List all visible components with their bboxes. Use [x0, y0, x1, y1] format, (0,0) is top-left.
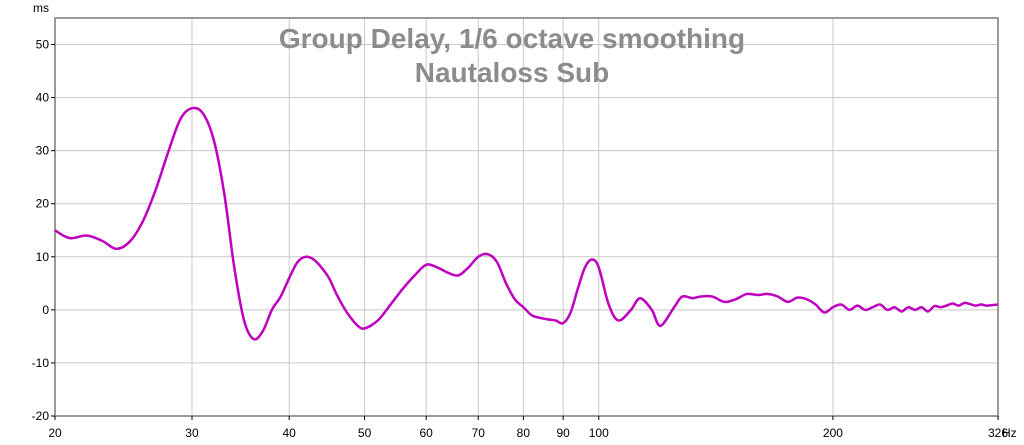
- chart-subtitle: Nautaloss Sub: [415, 57, 609, 88]
- x-tick-label: 90: [556, 426, 570, 440]
- x-axis-unit-label: Hz: [1002, 426, 1017, 440]
- x-tick-label: 70: [472, 426, 486, 440]
- x-tick-label: 30: [185, 426, 199, 440]
- y-tick-label: 20: [36, 197, 50, 211]
- group-delay-series-line: [54, 106, 999, 341]
- plot-area-frame: [54, 17, 999, 417]
- x-tick-label: 100: [589, 426, 609, 440]
- x-tick-label: 60: [419, 426, 433, 440]
- y-tick-labels: -20 -10 0 10 20 30 40 50: [32, 38, 55, 423]
- x-tick-label: 80: [517, 426, 531, 440]
- x-tick-label: 40: [283, 426, 297, 440]
- x-tick-label: 200: [823, 426, 843, 440]
- y-tick-label: 30: [36, 144, 50, 158]
- y-tick-label: 0: [42, 303, 49, 317]
- grid-lines: [55, 18, 998, 416]
- x-tick-label: 50: [358, 426, 372, 440]
- x-tick-label: 20: [48, 426, 62, 440]
- y-tick-label: -10: [32, 356, 50, 370]
- series-layer: [54, 106, 999, 341]
- chart-title: Group Delay, 1/6 octave smoothing: [279, 23, 745, 54]
- y-tick-label: 50: [36, 38, 50, 52]
- y-tick-label: 40: [36, 91, 50, 105]
- x-tick-labels: 20 30 40 50 60 70 80 90 100 200 326: [48, 416, 1008, 440]
- x-tick-label: 326: [988, 426, 1008, 440]
- y-tick-label: 10: [36, 250, 50, 264]
- y-tick-label: -20: [32, 409, 50, 423]
- y-axis-label: ms: [33, 1, 49, 15]
